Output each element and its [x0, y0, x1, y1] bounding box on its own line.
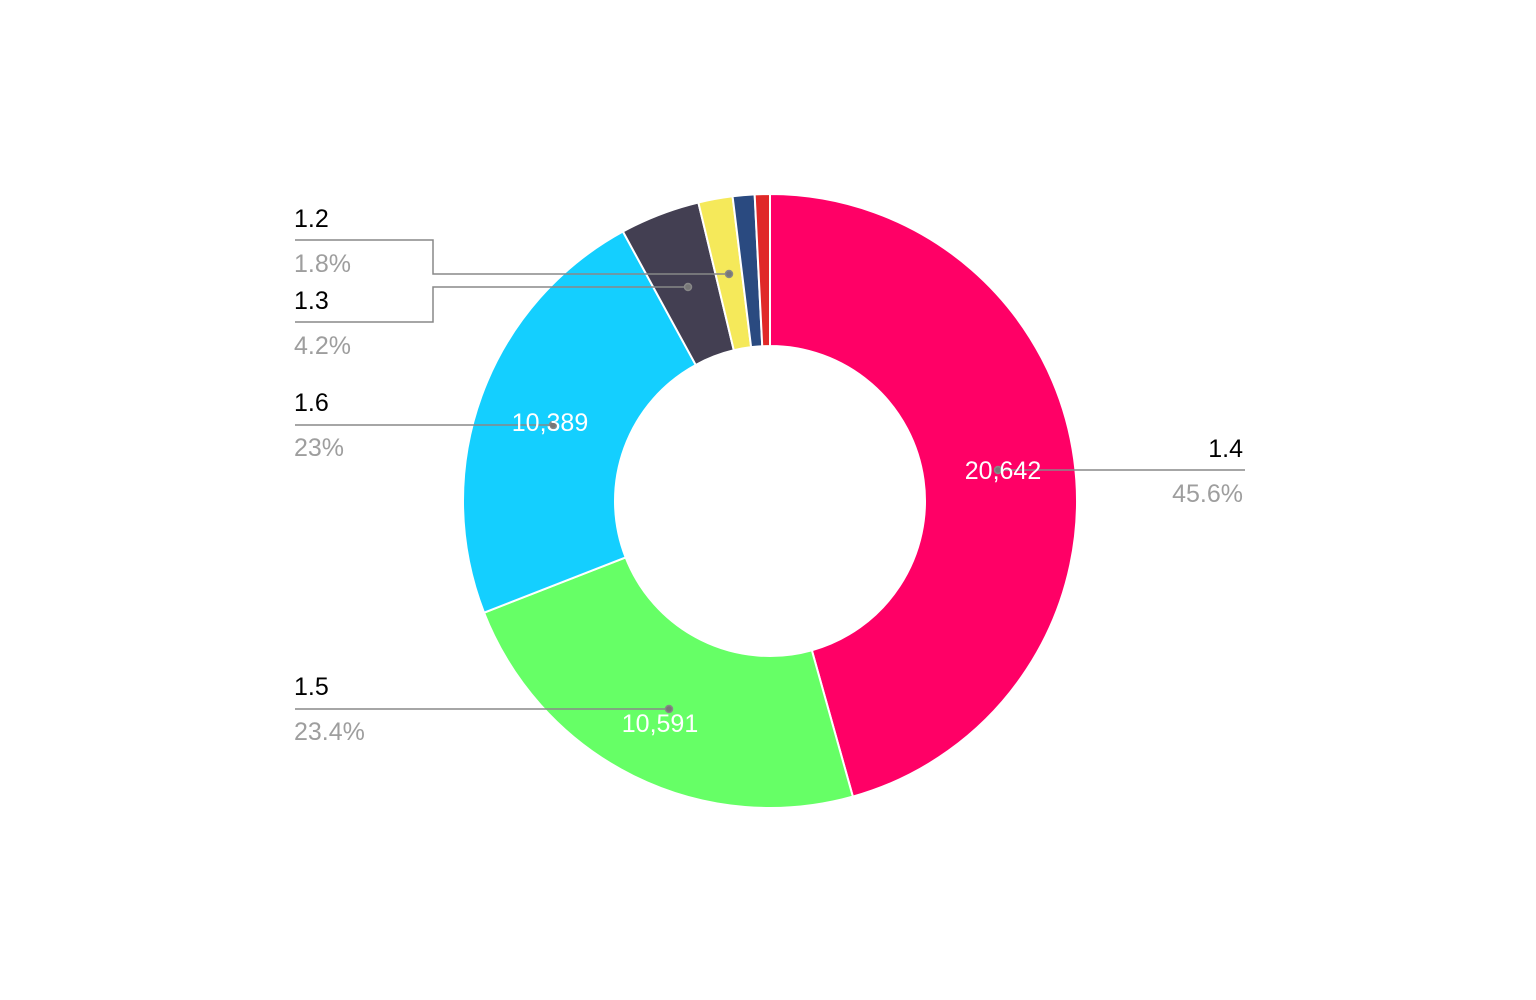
percent-label: 23%	[294, 434, 344, 462]
slice-label: 1.3	[294, 287, 329, 315]
value-label: 10,389	[512, 409, 588, 437]
value-label: 10,591	[622, 710, 698, 738]
slice-label: 1.2	[294, 205, 329, 233]
slice-unlabeled-6	[753, 192, 771, 348]
slice-1.4	[769, 192, 1078, 798]
percent-label: 45.6%	[1172, 480, 1243, 508]
slice-label: 1.5	[294, 673, 329, 701]
percent-label: 1.8%	[294, 250, 351, 278]
leader-dot	[724, 269, 734, 279]
slice-1.5	[482, 556, 855, 809]
slice-1.6	[462, 230, 698, 615]
leader-line	[295, 239, 729, 275]
value-label: 20,642	[965, 457, 1041, 485]
leader-dot	[683, 282, 693, 292]
leader-dot	[548, 420, 558, 430]
slice-label: 1.6	[294, 389, 329, 417]
percent-label: 23.4%	[294, 718, 365, 746]
leader-line	[295, 286, 688, 323]
percent-label: 4.2%	[294, 332, 351, 360]
leader-dot	[664, 704, 674, 714]
leader-dot	[993, 465, 1003, 475]
slice-label: 1.4	[1208, 435, 1243, 463]
